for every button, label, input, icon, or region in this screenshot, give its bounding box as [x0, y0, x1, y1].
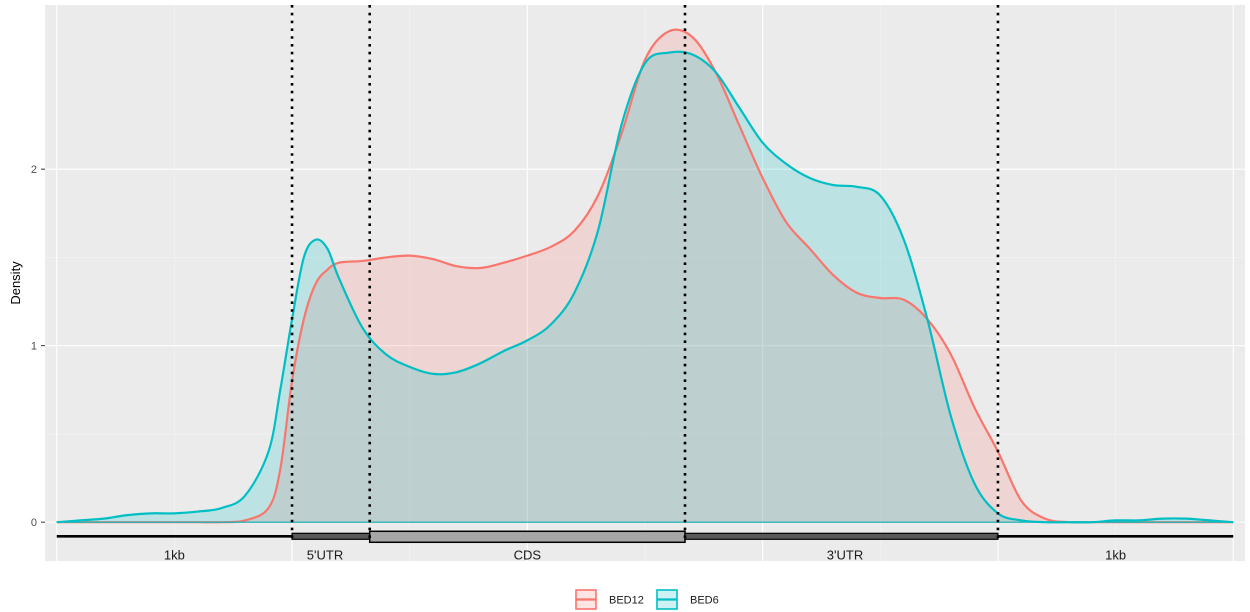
area-bed12	[56, 29, 1234, 523]
region-box-1	[291, 532, 371, 540]
y-tick-label: 1	[31, 341, 37, 353]
y-axis-title: Density	[8, 261, 23, 305]
y-tick-label: 2	[31, 164, 37, 176]
y-tick-label: 0	[31, 517, 37, 529]
region-box-3	[684, 532, 999, 540]
region-label: 1kb	[1105, 548, 1126, 563]
density-areas	[56, 29, 1234, 523]
y-axis: 0 1 2	[31, 164, 45, 529]
region-label: 3'UTR	[827, 548, 863, 563]
legend-label-bed12: BED12	[609, 595, 644, 607]
region-label: 1kb	[164, 548, 185, 563]
area-bed6	[56, 51, 1234, 523]
density-lines	[56, 28, 1234, 524]
region-label: CDS	[514, 548, 542, 563]
gene-model: 1kb 5'UTR CDS 3'UTR 1kb	[56, 530, 1234, 563]
legend: BED12 BED6	[575, 589, 719, 610]
legend-label-bed6: BED6	[690, 595, 719, 607]
region-box-2	[368, 530, 686, 544]
line-bed12	[56, 28, 1234, 524]
region-boundaries	[290, 5, 1000, 540]
region-label: 5'UTR	[307, 548, 343, 563]
line-bed6	[56, 50, 1234, 524]
